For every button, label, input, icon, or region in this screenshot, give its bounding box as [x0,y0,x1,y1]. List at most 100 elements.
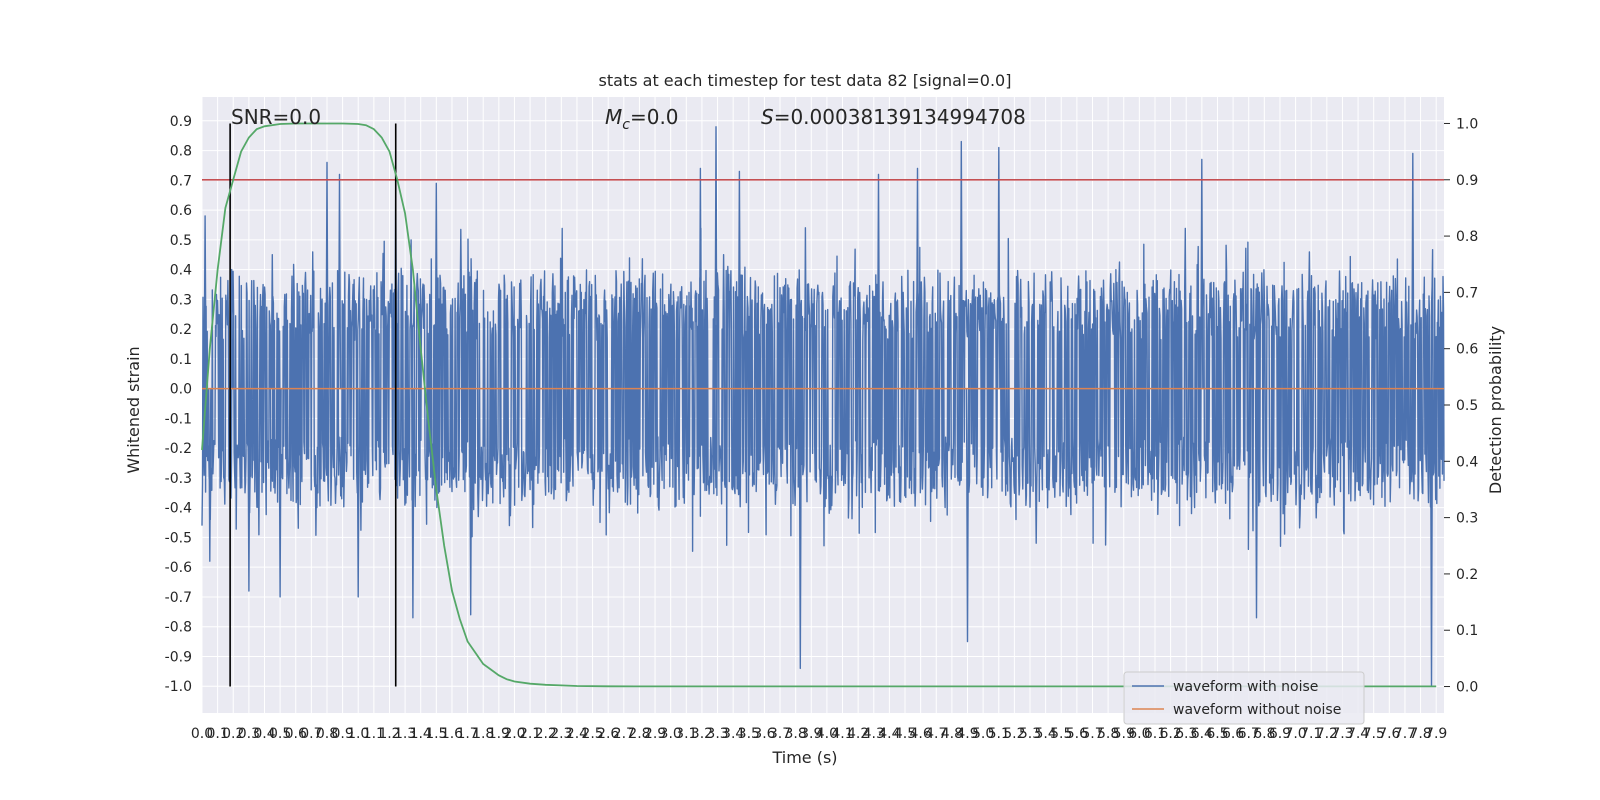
y-tick-label: 0.1 [170,352,192,368]
y-tick-label: -0.3 [165,471,192,487]
x-tick-label: 6.8 [1253,726,1275,742]
mc-value: =0.0 [630,105,679,129]
x-tick-label: 5.7 [1081,726,1103,742]
x-tick-label: 7.5 [1363,726,1385,742]
x-tick-label: 6.7 [1238,726,1260,742]
x-tick-label: 1.5 [425,726,447,742]
x-tick-label: 5.4 [1034,726,1056,742]
x-tick-label: 5.8 [1097,726,1119,742]
x-tick-label: 4.6 [910,726,932,742]
x-tick-label: 2.7 [613,726,635,742]
x-tick-label: 7.4 [1347,726,1369,742]
y-tick-label: -0.7 [165,590,192,606]
x-tick-label: 0.3 [238,726,260,742]
x-tick-label: 4.8 [941,726,963,742]
y-tick-label: 0.5 [170,233,192,249]
legend-label-clean: waveform without noise [1173,702,1341,718]
x-tick-label: 2.3 [550,726,572,742]
y-tick-label: -0.9 [165,649,192,665]
y-tick-label: -0.1 [165,411,192,427]
x-tick-label: 3.2 [691,726,713,742]
x-tick-label: 0.4 [253,726,275,742]
legend: waveform with noise waveform without noi… [1123,671,1365,725]
x-tick-label: 1.3 [394,726,416,742]
s-symbol: S [761,105,774,129]
y-tick-label: 0.4 [170,263,192,279]
y-tick-label: 0.6 [170,203,192,219]
x-tick-label: 3.3 [706,726,728,742]
x-tick-label: 2.8 [628,726,650,742]
x-tick-label: 4.1 [831,726,853,742]
legend-box [1123,671,1365,725]
mc-symbol: M [605,105,622,129]
x-tick-label: 2.9 [644,726,666,742]
y2-tick-label: 0.2 [1456,567,1478,583]
x-tick-label: 4.3 [863,726,885,742]
y-tick-label: -0.2 [165,441,192,457]
x-tick-label: 3.6 [753,726,775,742]
y2-tick-label: 1.0 [1456,116,1478,132]
x-tick-label: 3.1 [675,726,697,742]
x-tick-label: 7.2 [1316,726,1338,742]
snr-annotation: SNR=0.0 [231,105,321,129]
x-axis-ticks: 0.00.10.20.30.40.50.60.70.80.91.01.11.21… [191,726,1447,742]
x-tick-label: 1.8 [472,726,494,742]
x-tick-label: 6.9 [1269,726,1291,742]
y2-axis-ticks: 1.0 0.9 0.8 0.7 0.6 0.5 0.4 0.3 0.2 0.1 0.0 [1444,116,1478,696]
y2-axis-label: Detection probability [1486,326,1505,494]
x-tick-label: 0.8 [316,726,338,742]
mc-annotation: Mc=0.0 [605,105,679,133]
x-tick-label: 5.9 [1113,726,1135,742]
overlay-lines [201,122,1444,688]
y-tick-label: 0.3 [170,292,192,308]
y-tick-label: 0.9 [170,114,192,130]
x-tick-label: 0.9 [331,726,353,742]
y-tick-label: 0.8 [170,144,192,160]
x-tick-label: 7.0 [1284,726,1306,742]
x-tick-label: 1.9 [488,726,510,742]
x-tick-label: 3.8 [785,726,807,742]
x-tick-label: 6.4 [1191,726,1213,742]
x-tick-label: 6.0 [1128,726,1150,742]
x-tick-label: 4.2 [847,726,869,742]
x-tick-label: 0.1 [206,726,228,742]
x-tick-label: 1.1 [363,726,385,742]
y2-tick-label: 0.9 [1456,173,1478,189]
y2-tick-label: 0.6 [1456,342,1478,358]
x-tick-label: 6.5 [1206,726,1228,742]
y-tick-label: -0.6 [165,560,192,576]
x-tick-label: 2.0 [503,726,525,742]
x-tick-label: 5.3 [1019,726,1041,742]
x-tick-label: 4.4 [878,726,900,742]
s-annotation: S=0.00038139134994708 [761,105,1026,129]
x-axis-label: Time (s) [771,748,837,767]
x-tick-label: 5.0 [972,726,994,742]
y-axis-label: Whitened strain [124,346,143,473]
x-tick-label: 5.6 [1066,726,1088,742]
x-tick-label: 1.4 [410,726,432,742]
x-tick-label: 0.0 [191,726,213,742]
x-tick-label: 5.2 [1003,726,1025,742]
x-tick-label: 5.5 [1050,726,1072,742]
x-tick-label: 6.6 [1222,726,1244,742]
y-tick-label: -0.8 [165,620,192,636]
x-tick-label: 3.4 [722,726,744,742]
x-tick-label: 1.2 [378,726,400,742]
y-tick-label: 0.7 [170,173,192,189]
x-tick-label: 2.2 [535,726,557,742]
x-tick-label: 6.1 [1144,726,1166,742]
mc-subscript: c [622,117,630,133]
x-tick-label: 3.7 [769,726,791,742]
x-tick-label: 3.5 [738,726,760,742]
y-tick-label: -0.5 [165,530,192,546]
x-tick-label: 2.4 [566,726,588,742]
x-tick-label: 7.1 [1300,726,1322,742]
x-tick-label: 3.0 [660,726,682,742]
x-tick-label: 4.5 [894,726,916,742]
s-value: =0.00038139134994708 [774,105,1026,129]
x-tick-label: 7.6 [1378,726,1400,742]
x-tick-label: 7.8 [1409,726,1431,742]
x-tick-label: 6.3 [1175,726,1197,742]
x-tick-label: 7.9 [1425,726,1447,742]
